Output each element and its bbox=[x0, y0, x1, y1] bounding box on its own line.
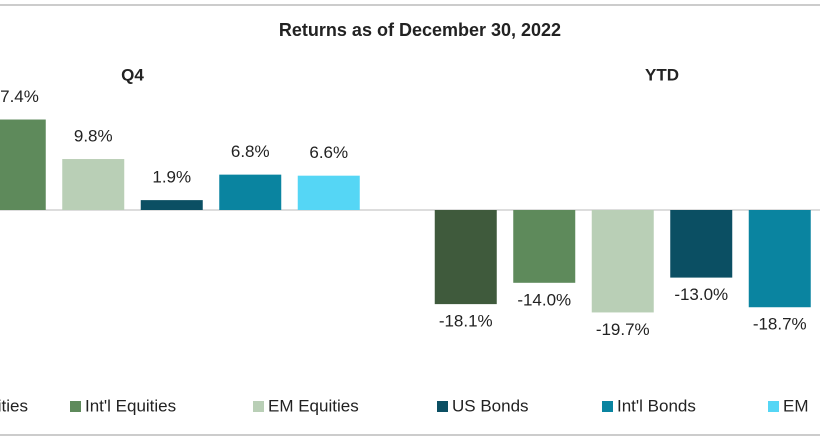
value-label: -13.0% bbox=[674, 285, 728, 304]
bar bbox=[140, 200, 203, 210]
value-label: 6.6% bbox=[309, 143, 348, 162]
value-label: -14.0% bbox=[517, 290, 571, 309]
chart-title: Returns as of December 30, 2022 bbox=[279, 20, 561, 40]
legend-swatch bbox=[768, 401, 779, 412]
legend-label: US Bonds bbox=[452, 396, 529, 415]
bar bbox=[591, 210, 654, 313]
legend-label: EM Equities bbox=[268, 396, 359, 415]
value-label: 9.8% bbox=[74, 127, 113, 146]
bar bbox=[670, 210, 733, 278]
value-label: -19.7% bbox=[596, 320, 650, 339]
value-label: -18.7% bbox=[753, 315, 807, 334]
legend-swatch bbox=[70, 401, 81, 412]
bar bbox=[434, 210, 497, 305]
group-label: YTD bbox=[645, 65, 679, 84]
value-label: -18.1% bbox=[439, 312, 493, 331]
value-label: 6.8% bbox=[231, 142, 270, 161]
value-label: 1.9% bbox=[152, 168, 191, 187]
legend-label: Int'l Bonds bbox=[617, 396, 696, 415]
legend-label: US Equities bbox=[0, 396, 28, 415]
bar bbox=[219, 174, 282, 210]
value-label: 17.4% bbox=[0, 87, 39, 106]
bar bbox=[62, 159, 125, 210]
bar bbox=[748, 210, 811, 308]
group-label: Q4 bbox=[121, 65, 144, 84]
legend-swatch bbox=[437, 401, 448, 412]
bar bbox=[0, 119, 46, 210]
legend-label: Int'l Equities bbox=[85, 396, 176, 415]
legend-swatch bbox=[602, 401, 613, 412]
frame bbox=[0, 4, 820, 436]
legend-swatch bbox=[253, 401, 264, 412]
bar bbox=[513, 210, 576, 283]
bar bbox=[297, 175, 360, 210]
legend-label: EM bbox=[783, 396, 809, 415]
